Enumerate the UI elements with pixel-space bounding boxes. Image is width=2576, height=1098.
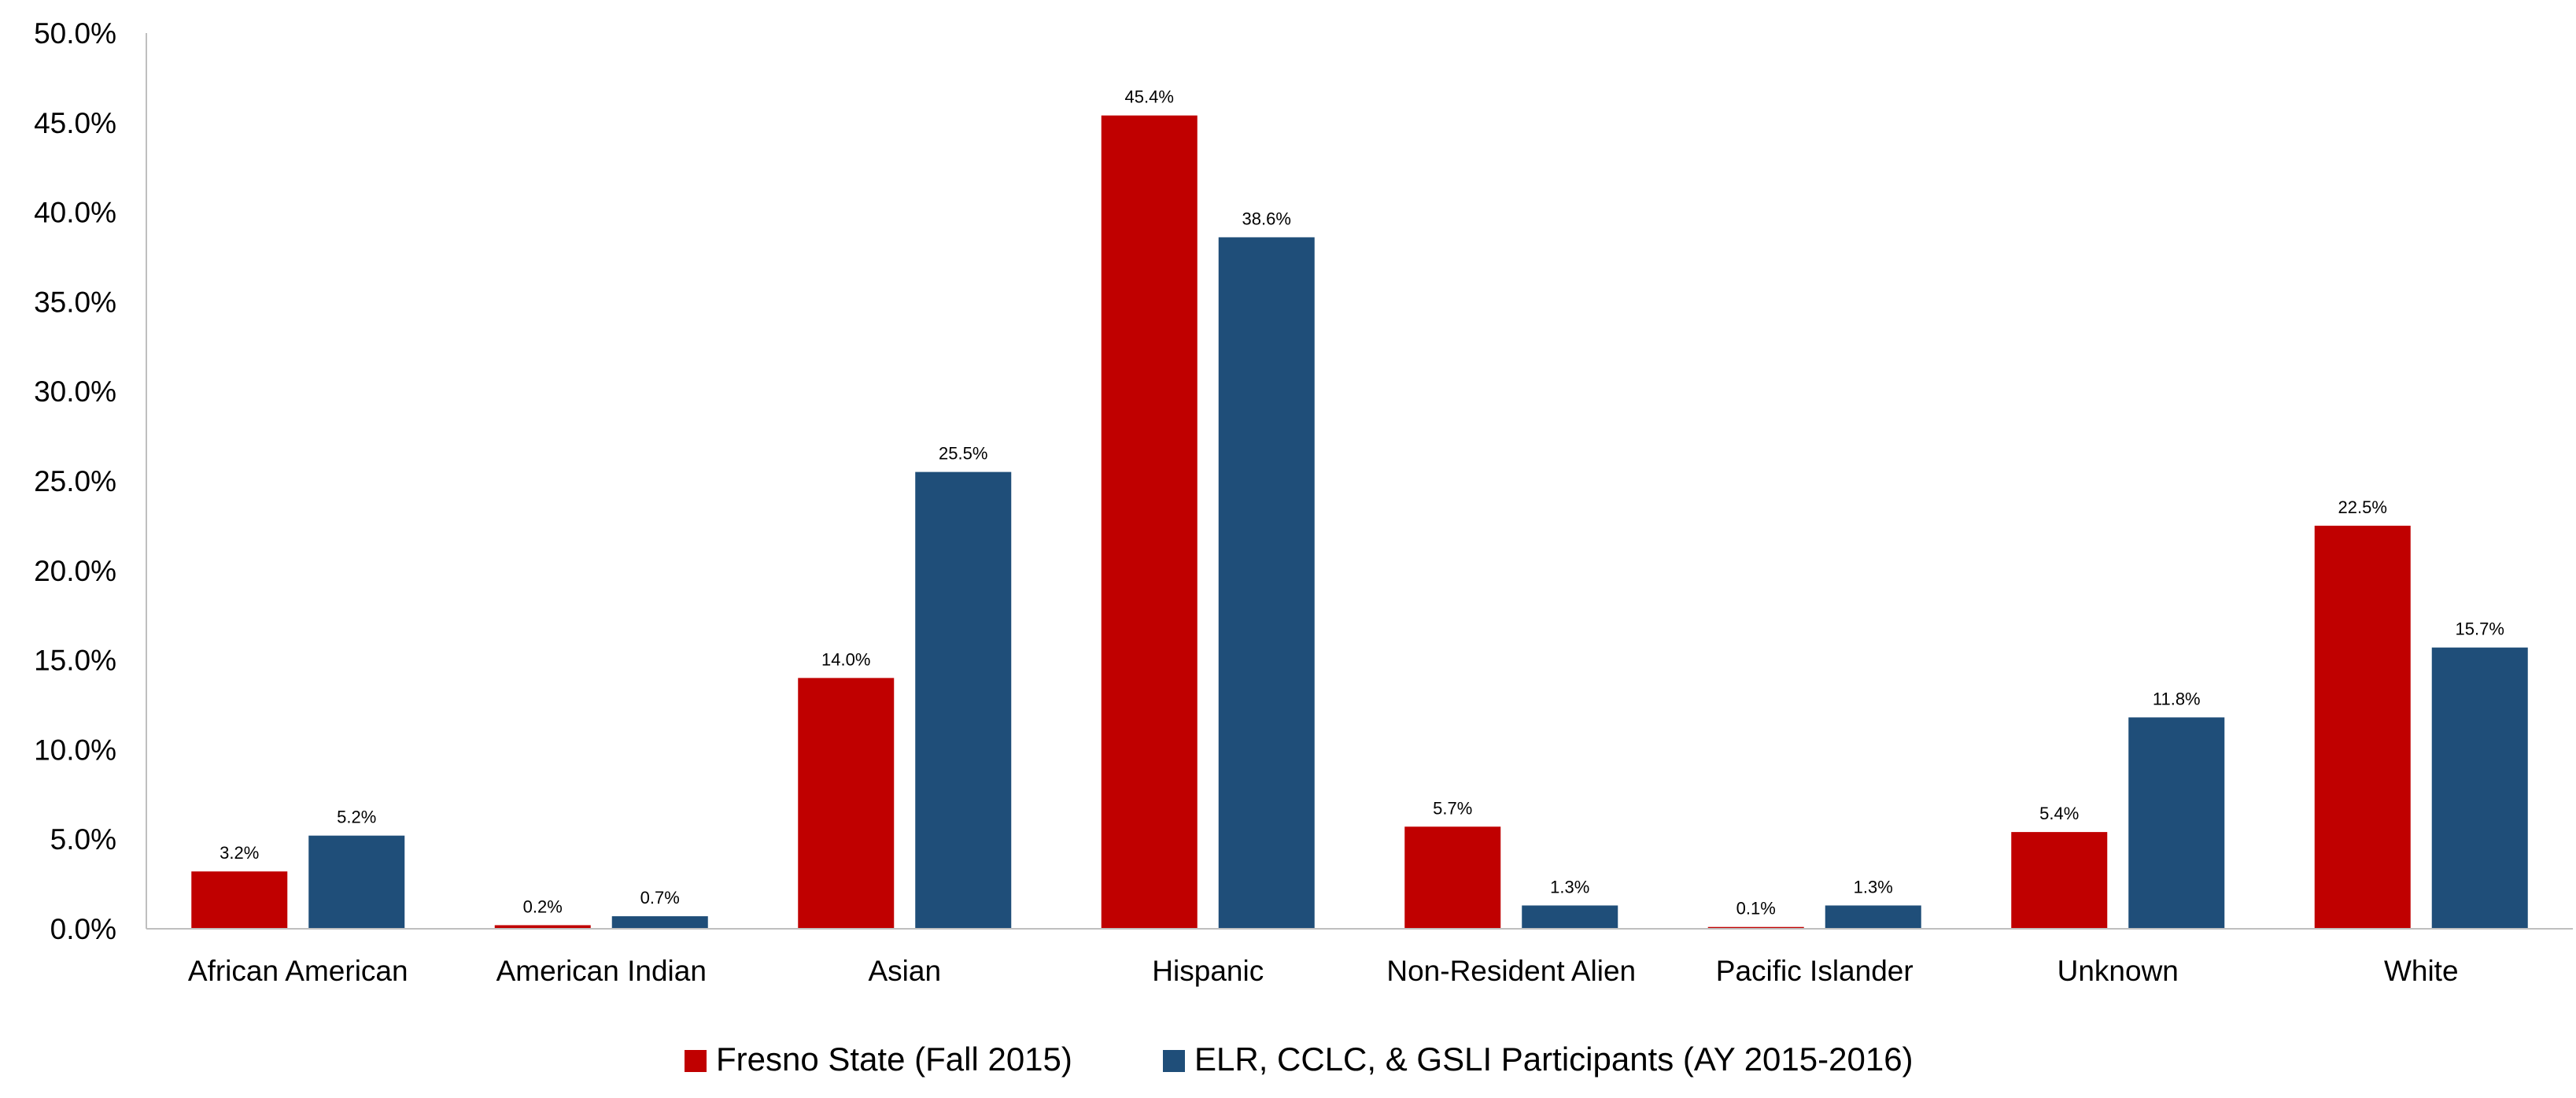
y-tick-label: 20.0% [34,555,116,587]
x-category-label: Hispanic [1152,955,1264,987]
y-tick-label: 40.0% [34,197,116,229]
bar-white-series-2 [2431,647,2528,929]
data-label: 25.5% [939,444,987,464]
data-label: 11.8% [2153,689,2201,708]
bar-non-resident-alien-series-1 [1404,826,1501,929]
bar-american-indian-series-1 [494,925,591,929]
data-label: 1.3% [1550,877,1589,897]
legend-label-series-2: ELR, CCLC, & GSLI Participants (AY 2015-… [1194,1041,1914,1078]
x-axis: African American American Indian Asian Hisp… [146,928,2573,987]
y-tick-label: 35.0% [34,286,116,318]
legend-label-series-1: Fresno State (Fall 2015) [716,1041,1072,1078]
y-tick-label: 5.0% [50,823,116,856]
bar-asian-series-1 [798,678,895,929]
bar-hispanic-series-2 [1218,237,1315,929]
legend-swatch-series-2 [1163,1050,1185,1072]
y-tick-label: 0.0% [50,913,116,945]
bar-white-series-1 [2314,525,2411,929]
y-tick-label: 15.0% [34,645,116,677]
data-label: 5.4% [2039,804,2079,823]
data-label: 1.3% [1854,877,1893,897]
y-tick-label: 25.0% [34,465,116,497]
y-axis: 0.0% 5.0% 10.0% 15.0% 20.0% 25.0% 30.0% 35.0% 40… [34,17,147,945]
y-tick-label: 30.0% [34,375,116,408]
data-label: 0.7% [640,888,680,908]
legend-swatch-series-1 [685,1050,707,1072]
y-tick-label: 50.0% [34,17,116,50]
data-label: 3.2% [220,843,259,863]
bar-pacific-islander-series-2 [1825,905,1921,929]
bar-african-american-series-1 [191,871,288,929]
x-category-label: White [2384,955,2459,987]
x-category-label: African American [188,955,408,987]
bar-non-resident-alien-series-2 [1522,905,1618,929]
data-label: 22.5% [2338,497,2387,517]
data-label: 5.7% [1433,798,1472,818]
data-label: 0.2% [523,897,563,916]
bars: 3.2% 5.2% 0.2% 0.7% 14.0% 25.5% 45.4% 38.6% 5.7%… [191,87,2528,929]
x-category-label: American Indian [496,955,707,987]
bar-african-american-series-2 [308,835,405,929]
x-category-label: Unknown [2057,955,2179,987]
data-label: 15.7% [2456,619,2504,639]
y-tick-label: 45.0% [34,107,116,139]
y-tick-label: 10.0% [34,734,116,766]
bar-asian-series-2 [915,471,1012,929]
x-category-label: Pacific Islander [1716,955,1914,987]
data-label: 38.6% [1242,209,1291,228]
data-label: 0.1% [1736,899,1776,919]
data-label: 5.2% [337,808,376,827]
bar-american-indian-series-2 [611,916,708,929]
legend: Fresno State (Fall 2015) ELR, CCLC, & GSL… [685,1041,1914,1078]
bar-unknown-series-1 [2011,832,2108,929]
bar-unknown-series-2 [2128,717,2225,929]
x-category-label: Asian [868,955,941,987]
x-category-label: Non-Resident Alien [1386,955,1636,987]
bar-hispanic-series-1 [1101,115,1198,929]
bar-pacific-islander-series-1 [1707,926,1804,929]
data-label: 14.0% [821,649,870,669]
data-label: 45.4% [1125,87,1174,107]
